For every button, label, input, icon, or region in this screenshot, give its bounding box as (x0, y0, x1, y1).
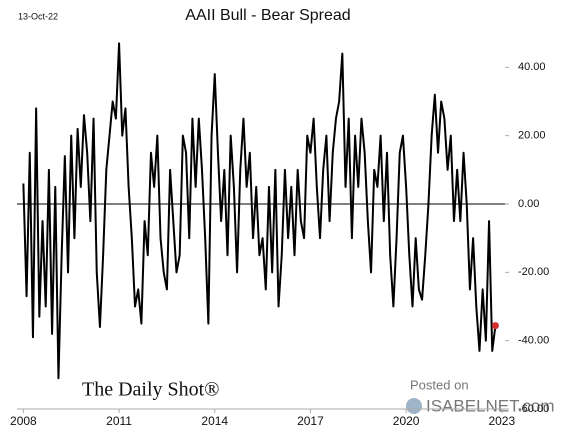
site-watermark: ISABELNET.com (426, 396, 555, 415)
x-tick-label: 2020 (393, 414, 420, 428)
y-tick-label: -60.00 (518, 403, 549, 415)
posted-on: Posted on (410, 377, 469, 392)
y-tick-label: 20.00 (518, 130, 546, 142)
site-logo (406, 398, 422, 414)
chart-title: AAII Bull - Bear Spread (185, 7, 350, 24)
data-line (22, 42, 497, 380)
x-tick-label: 2008 (10, 414, 37, 428)
x-tick-label: 2017 (297, 414, 324, 428)
x-tick-label: 2011 (106, 414, 132, 428)
y-tick-label: -20.00 (518, 266, 549, 278)
x-tick-label: 2023 (488, 414, 515, 428)
source-watermark: The Daily Shot® (82, 379, 219, 401)
y-tick-label: 40.00 (518, 61, 546, 73)
date-label: 13-Oct-22 (18, 11, 58, 21)
y-tick-label: 0.00 (518, 198, 539, 210)
y-tick-label: -40.00 (518, 335, 549, 347)
x-tick-label: 2014 (201, 414, 228, 428)
last-point (491, 322, 499, 330)
